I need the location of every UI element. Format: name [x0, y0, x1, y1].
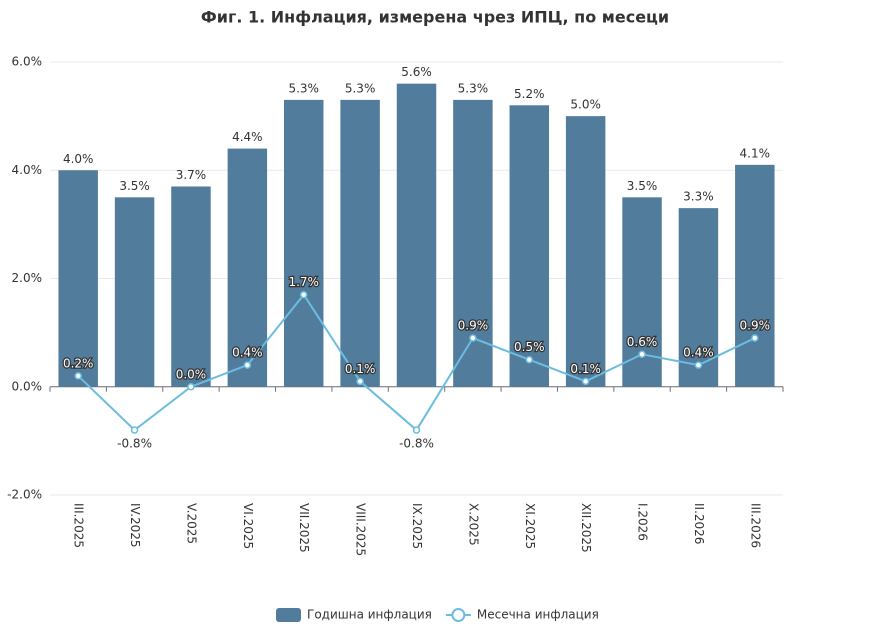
x-tick-label: IV.2025	[128, 503, 142, 548]
bar	[678, 208, 719, 387]
y-tick-label: 0.0%	[12, 379, 43, 393]
line-value-label: 1.7%	[288, 275, 319, 289]
x-tick-label: III.2025	[72, 503, 86, 548]
bar-value-label: 4.4%	[232, 130, 263, 144]
chart-title: Фиг. 1. Инфлация, измерена чрез ИПЦ, по …	[201, 8, 669, 27]
bar	[58, 170, 98, 387]
line-point	[694, 361, 703, 369]
line-point	[243, 361, 252, 369]
legend-swatch[interactable]	[276, 608, 301, 622]
y-tick-label: 2.0%	[12, 271, 43, 285]
x-tick-label: III.2026	[748, 503, 762, 548]
line-value-label: -0.8%	[117, 437, 152, 451]
y-tick-label: -2.0%	[7, 488, 42, 502]
x-tick-label: IX.2025	[410, 503, 424, 549]
legend-label[interactable]: Месечна инфлация	[477, 608, 599, 622]
line-point	[469, 334, 477, 342]
bar	[565, 116, 606, 387]
x-tick-label: XI.2025	[523, 503, 537, 549]
bar	[735, 164, 775, 387]
line-point	[751, 334, 759, 342]
line-point	[638, 350, 646, 359]
bar-value-label: 4.0%	[63, 152, 94, 166]
bar	[396, 83, 437, 387]
bar-value-label: 5.0%	[570, 98, 601, 112]
line-point	[581, 377, 590, 386]
x-tick-label: VII.2025	[297, 503, 311, 553]
line-point	[412, 426, 421, 434]
bar	[283, 99, 324, 387]
legend-label[interactable]: Годишна инфлация	[307, 608, 432, 622]
x-tick-label: XII.2025	[579, 503, 593, 553]
line-value-label: 0.1%	[345, 362, 376, 376]
x-tick-label: VIII.2025	[354, 503, 368, 556]
line-value-label: 0.9%	[458, 319, 489, 333]
line-value-label: 0.4%	[232, 346, 263, 360]
line-point	[525, 355, 534, 364]
line-value-label: 0.6%	[627, 335, 658, 349]
bar	[509, 105, 550, 387]
line-value-label: 0.9%	[740, 319, 771, 333]
bar-value-label: 3.7%	[176, 168, 207, 182]
bar-value-label: 4.1%	[740, 146, 771, 160]
line-value-label: 0.1%	[570, 362, 601, 376]
line-point	[74, 372, 82, 380]
line-point	[356, 377, 364, 386]
y-tick-label: 4.0%	[12, 163, 43, 177]
line-value-label: 0.2%	[63, 356, 94, 370]
x-tick-label: II.2026	[692, 503, 706, 544]
bar-value-label: 5.6%	[401, 65, 432, 79]
x-tick-label: V.2025	[184, 503, 198, 544]
line-value-label: 0.0%	[176, 367, 207, 381]
bar-value-label: 5.3%	[458, 81, 489, 95]
legend-swatch[interactable]	[451, 608, 466, 622]
bar-value-label: 3.3%	[683, 190, 714, 204]
bar-value-label: 5.3%	[288, 81, 319, 95]
line-value-label: 0.4%	[683, 346, 714, 360]
x-tick-label: X.2025	[466, 503, 480, 546]
bar	[114, 197, 155, 387]
bar	[340, 99, 380, 387]
bar-value-label: 5.3%	[345, 81, 376, 95]
y-tick-label: 6.0%	[12, 55, 43, 69]
line-point	[130, 426, 139, 434]
line-value-label: -0.8%	[399, 437, 434, 451]
line-point	[299, 290, 308, 299]
x-tick-label: I.2026	[636, 503, 650, 541]
line-value-label: 0.5%	[514, 340, 545, 354]
line-point	[187, 383, 195, 391]
bar-value-label: 5.2%	[514, 87, 545, 101]
bar	[622, 197, 662, 387]
bar	[171, 186, 211, 387]
bar-value-label: 3.5%	[119, 179, 150, 193]
bar	[227, 148, 268, 387]
x-tick-label: VI.2025	[241, 503, 255, 549]
bar-value-label: 3.5%	[627, 179, 658, 193]
